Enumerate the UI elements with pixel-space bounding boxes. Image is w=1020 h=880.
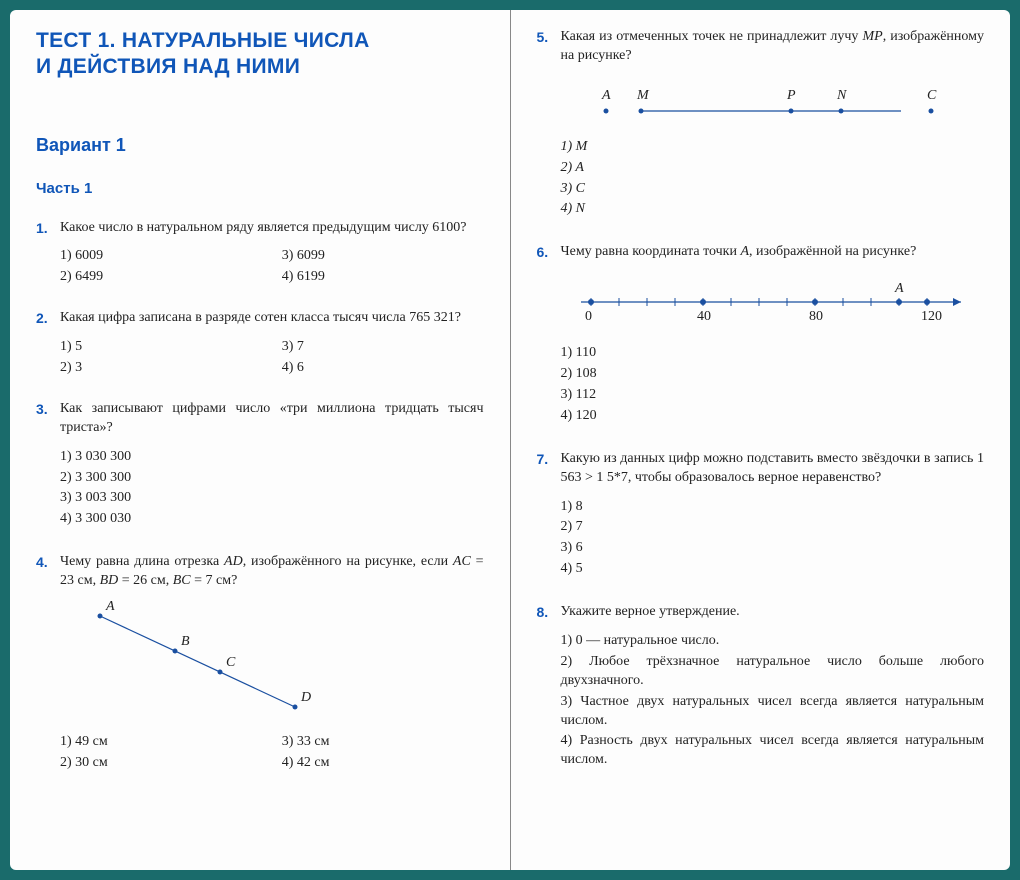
q7-number: 7. <box>537 450 561 581</box>
svg-text:C: C <box>927 88 937 103</box>
svg-text:M: M <box>636 88 650 103</box>
q6-number: 6. <box>537 243 561 427</box>
variant-label: Вариант 1 <box>36 135 484 156</box>
q6-opt-4: 4) 120 <box>561 407 985 426</box>
svg-text:D: D <box>300 690 311 705</box>
question-6: 6. Чему равна координата точки A, изобра… <box>537 243 985 427</box>
svg-text:40: 40 <box>697 309 711 324</box>
q4-opt-2: 2) 30 см <box>60 754 262 773</box>
test-title: ТЕСТ 1. НАТУРАЛЬНЫЕ ЧИСЛА И ДЕЙСТВИЯ НАД… <box>36 28 484 81</box>
svg-text:P: P <box>786 88 796 103</box>
q5-opt-4: 4) N <box>561 200 985 219</box>
svg-text:A: A <box>894 281 904 296</box>
q3-opt-2: 2) 3 300 300 <box>60 469 484 488</box>
q5-opt-1: 1) M <box>561 138 985 157</box>
q7-text: Какую из данных цифр можно подставить вм… <box>561 450 985 488</box>
q4-opt-3: 3) 33 см <box>282 733 484 752</box>
q8-text: Укажите верное утверждение. <box>561 603 985 622</box>
q6-opt-1: 1) 110 <box>561 344 985 363</box>
q6-text: Чему равна координата точки A, изображён… <box>561 243 985 262</box>
q2-opt-2: 2) 3 <box>60 359 262 378</box>
q5-opt-2: 2) A <box>561 159 985 178</box>
q2-opt-1: 1) 5 <box>60 338 262 357</box>
q2-text: Какая цифра записана в разряде сотен кла… <box>60 309 484 328</box>
title-line-1: ТЕСТ 1. НАТУРАЛЬНЫЕ ЧИСЛА <box>36 29 370 52</box>
svg-text:N: N <box>836 88 847 103</box>
q8-number: 8. <box>537 603 561 772</box>
q5-diagram: AMPNC <box>561 76 985 126</box>
right-column: 5. Какая из отмеченных точек не принадле… <box>511 10 1011 870</box>
svg-text:80: 80 <box>809 309 823 324</box>
q4-number: 4. <box>36 553 60 773</box>
q1-text: Какое число в натуральном ряду является … <box>60 219 484 238</box>
q6-diagram: 0 40 80 120 A <box>561 272 985 332</box>
question-3: 3. Как записывают цифрами число «три мил… <box>36 400 484 531</box>
q1-opt-2: 2) 6499 <box>60 268 262 287</box>
svg-text:C: C <box>226 655 236 670</box>
svg-text:A: A <box>601 88 611 103</box>
q3-opt-1: 1) 3 030 300 <box>60 448 484 467</box>
q2-opt-3: 3) 7 <box>282 338 484 357</box>
svg-text:A: A <box>105 601 115 614</box>
q2-number: 2. <box>36 309 60 378</box>
q8-opt-1: 1) 0 — натуральное число. <box>561 632 985 651</box>
question-2: 2. Какая цифра записана в разряде сотен … <box>36 309 484 378</box>
q4-diagram: A B C D <box>60 601 484 721</box>
svg-text:120: 120 <box>921 309 942 324</box>
q5-opt-3: 3) C <box>561 180 985 199</box>
q7-opt-1: 1) 8 <box>561 498 985 517</box>
q3-opt-4: 4) 3 300 030 <box>60 510 484 529</box>
q3-opt-3: 3) 3 003 300 <box>60 489 484 508</box>
q4-opt-4: 4) 42 см <box>282 754 484 773</box>
svg-text:B: B <box>181 634 190 649</box>
q1-opt-1: 1) 6009 <box>60 247 262 266</box>
question-5: 5. Какая из отмеченных точек не принадле… <box>537 28 985 221</box>
q7-opt-3: 3) 6 <box>561 539 985 558</box>
q5-text: Какая из отмеченных точек не принадлежит… <box>561 28 985 66</box>
question-4: 4. Чему равна длина отрезка AD, изображё… <box>36 553 484 773</box>
q3-number: 3. <box>36 400 60 531</box>
q4-opt-1: 1) 49 см <box>60 733 262 752</box>
q8-opt-2: 2) Любое трёхзначное натуральное число б… <box>561 653 985 691</box>
q8-opt-3: 3) Частное двух натуральных чисел всегда… <box>561 693 985 731</box>
q4-text: Чему равна длина отрезка AD, изображённо… <box>60 553 484 591</box>
q3-text: Как записывают цифрами число «три миллио… <box>60 400 484 438</box>
title-line-2: И ДЕЙСТВИЯ НАД НИМИ <box>36 55 300 78</box>
page: ТЕСТ 1. НАТУРАЛЬНЫЕ ЧИСЛА И ДЕЙСТВИЯ НАД… <box>10 10 1010 870</box>
question-7: 7. Какую из данных цифр можно подставить… <box>537 450 985 581</box>
question-1: 1. Какое число в натуральном ряду являет… <box>36 219 484 288</box>
q6-opt-2: 2) 108 <box>561 365 985 384</box>
q6-opt-3: 3) 112 <box>561 386 985 405</box>
svg-text:0: 0 <box>585 309 592 324</box>
q1-opt-3: 3) 6099 <box>282 247 484 266</box>
question-8: 8. Укажите верное утверждение. 1) 0 — на… <box>537 603 985 772</box>
q1-number: 1. <box>36 219 60 288</box>
q2-opt-4: 4) 6 <box>282 359 484 378</box>
left-column: ТЕСТ 1. НАТУРАЛЬНЫЕ ЧИСЛА И ДЕЙСТВИЯ НАД… <box>10 10 511 870</box>
q7-opt-4: 4) 5 <box>561 560 985 579</box>
q5-number: 5. <box>537 28 561 221</box>
q8-opt-4: 4) Разность двух натуральных чисел всегд… <box>561 732 985 770</box>
q7-opt-2: 2) 7 <box>561 518 985 537</box>
part-label: Часть 1 <box>36 180 484 197</box>
q1-opt-4: 4) 6199 <box>282 268 484 287</box>
